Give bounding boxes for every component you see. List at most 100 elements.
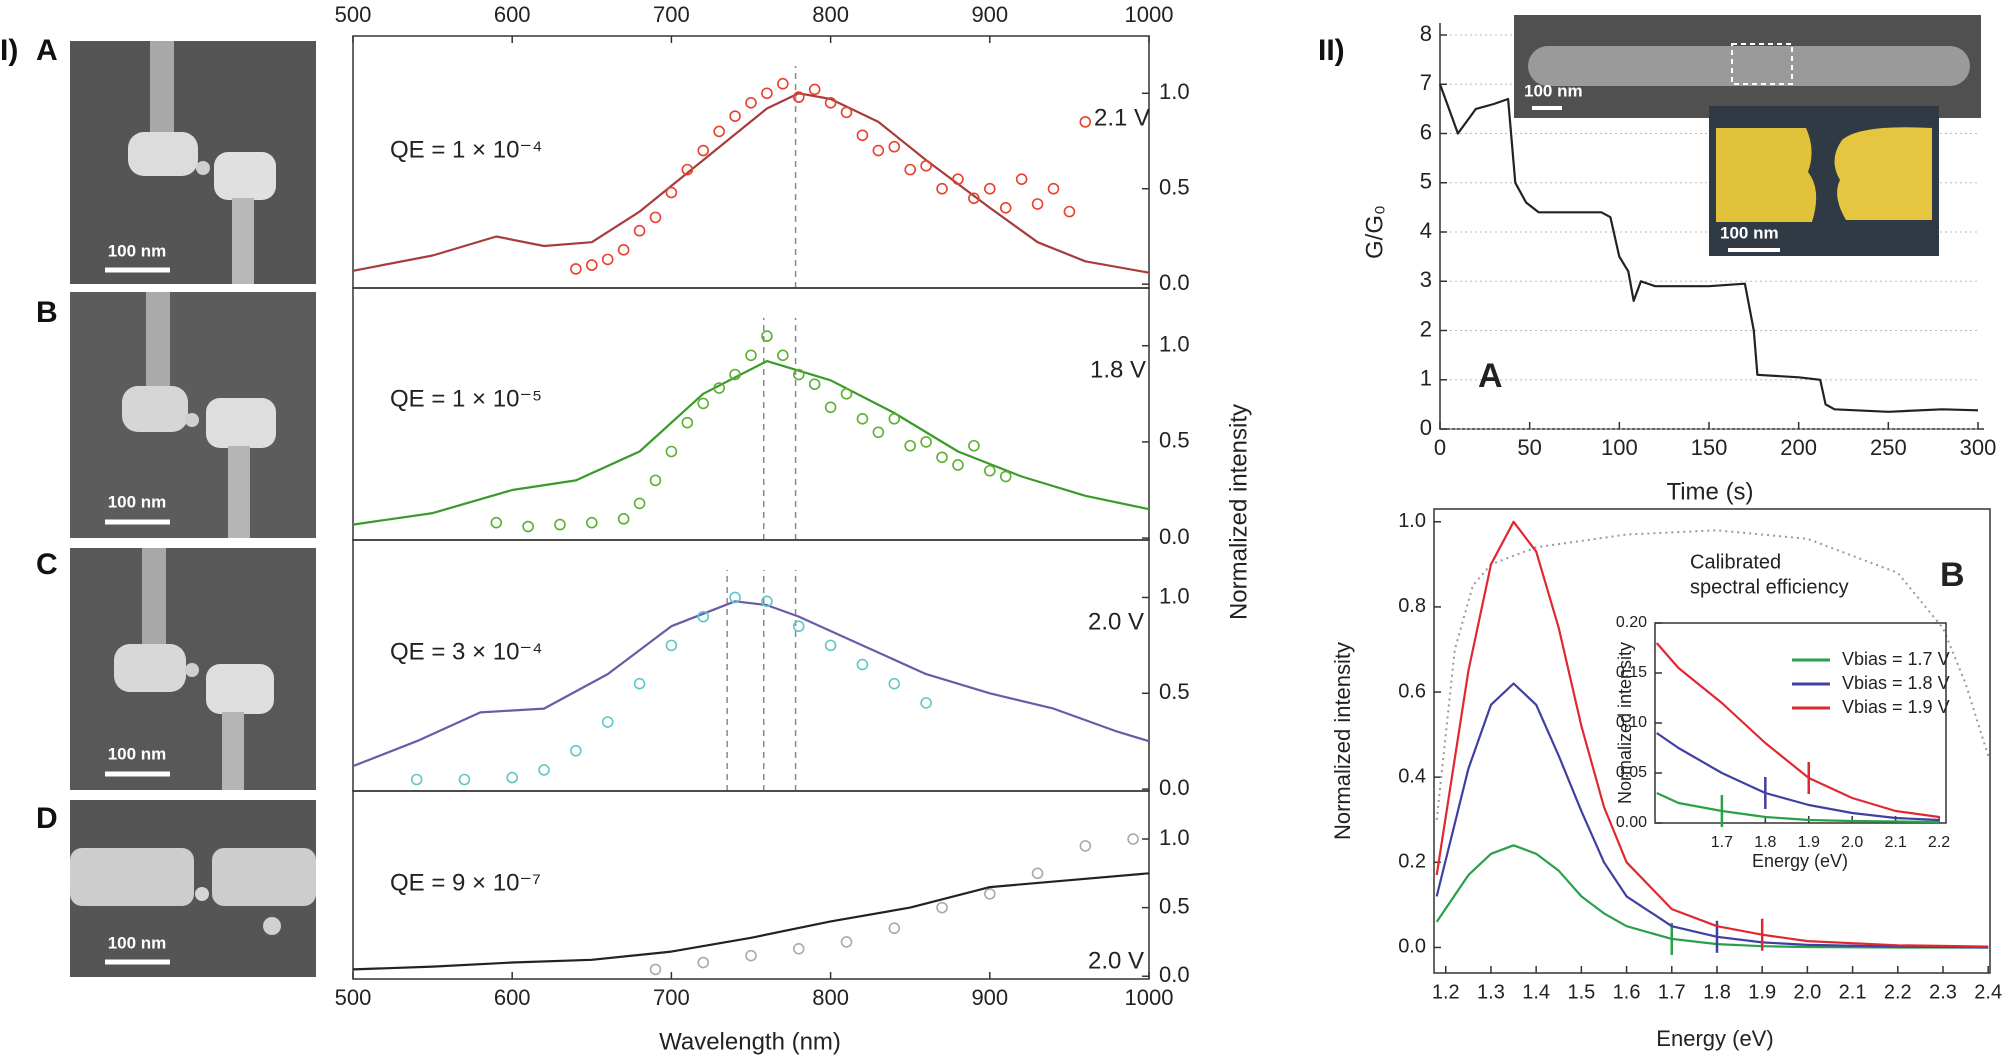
annotation: spectral efficiency: [1690, 576, 1849, 598]
data-point: [617, 513, 630, 525]
y-tick-label: 0.2: [1398, 851, 1426, 873]
x-axis-label: Time (s): [1666, 478, 1753, 505]
scale-bar-label: 100 nm: [108, 492, 167, 511]
x-tick-label: 1000: [1125, 985, 1174, 1010]
data-point: [538, 764, 550, 776]
y-axis-label: Normalized intensity: [1225, 404, 1252, 620]
data-point: [1031, 198, 1044, 210]
annotation: B: [1940, 556, 1965, 594]
data-point: [633, 677, 646, 690]
x-tick-label: 700: [653, 985, 690, 1010]
data-point: [1015, 173, 1028, 185]
data-point: [792, 368, 805, 381]
data-point: [617, 244, 630, 256]
x-tick-label: 150: [1691, 435, 1728, 460]
data-point: [952, 459, 964, 471]
data-point: [713, 125, 725, 138]
x-tick-label: 500: [335, 985, 372, 1010]
data-point: [824, 97, 837, 109]
row-label: B: [36, 296, 58, 329]
data-point: [872, 426, 885, 439]
x-tick-label: 2.2: [1928, 834, 1950, 851]
data-point: [1079, 116, 1092, 128]
data-point: [1031, 867, 1044, 880]
y-tick-label: 0.8: [1398, 595, 1426, 617]
y-tick-label: 8: [1420, 21, 1432, 46]
y-tick-label: 0.10: [1616, 714, 1647, 731]
series-line: [1435, 529, 1990, 820]
x-tick-label: 1.2: [1432, 981, 1460, 1003]
y-axis-label: Normalized intensity: [1330, 642, 1355, 840]
legend-label: Vbias = 1.7 V: [1842, 649, 1950, 669]
sem-image: 100 nm: [70, 41, 316, 284]
data-point: [410, 773, 423, 786]
y-tick-label: 0.0: [1398, 936, 1426, 958]
y-tick-label: 0.5: [1159, 175, 1190, 200]
data-point: [872, 144, 885, 157]
data-point: [1127, 833, 1139, 845]
x-tick-label: 800: [812, 2, 849, 27]
x-tick-label: 2.0: [1841, 834, 1863, 851]
y-tick-label: 4: [1420, 218, 1432, 243]
series-line: [352, 600, 1150, 768]
y-tick-label: 1.0: [1398, 510, 1426, 532]
series-line: [1438, 83, 1979, 413]
data-point: [649, 211, 662, 224]
y-tick-label: 0.4: [1398, 765, 1426, 787]
data-point: [729, 368, 741, 381]
colorized-image: 100 nm: [1709, 106, 1939, 256]
y-tick-label: 0.0: [1159, 775, 1190, 800]
data-point: [697, 956, 710, 969]
annotation: QE = 3 × 10⁻⁴: [390, 638, 542, 665]
data-point: [983, 464, 996, 477]
data-point: [888, 413, 901, 425]
data-point: [968, 439, 980, 452]
y-tick-label: 1: [1420, 366, 1432, 391]
data-point: [792, 620, 805, 633]
x-tick-label: 200: [1780, 435, 1817, 460]
data-point: [792, 943, 805, 955]
data-point: [999, 202, 1012, 214]
annotation: QE = 1 × 10⁻⁵: [390, 385, 542, 412]
data-point: [888, 140, 901, 153]
y-tick-label: 0.15: [1616, 664, 1647, 681]
data-point: [1063, 205, 1076, 218]
sem-image: 100 nm: [70, 292, 316, 538]
data-point: [649, 474, 662, 487]
x-axis-label: Energy (eV): [1752, 851, 1848, 871]
x-tick-label: 1.7: [1711, 834, 1733, 851]
scale-bar-label: 100 nm: [108, 933, 167, 952]
x-tick-label: 1.6: [1613, 981, 1641, 1003]
y-tick-label: 5: [1420, 169, 1432, 194]
series-line: [352, 92, 1150, 274]
sem-image: 100 nm: [70, 800, 316, 977]
data-point: [888, 677, 901, 690]
data-point: [761, 330, 773, 342]
data-point: [936, 182, 948, 195]
series-line: [1655, 642, 1940, 819]
data-point: [840, 936, 853, 948]
y-tick-label: 0: [1420, 415, 1432, 440]
y-tick-label: 1.0: [1159, 79, 1190, 104]
data-point: [697, 144, 710, 157]
data-point: [554, 518, 566, 531]
series-line: [352, 360, 1150, 526]
plot-frame: [352, 790, 1150, 980]
data-point: [824, 639, 837, 652]
data-point: [761, 87, 773, 100]
data-point: [729, 591, 741, 604]
annotation: 1.8 V: [1090, 356, 1146, 383]
data-point: [665, 186, 678, 199]
data-point: [808, 378, 821, 390]
x-tick-label: 700: [653, 2, 690, 27]
y-tick-label: 1.0: [1159, 332, 1190, 357]
x-tick-label: 1.7: [1658, 981, 1686, 1003]
data-point: [856, 129, 869, 142]
data-point: [888, 922, 901, 935]
x-tick-label: 800: [812, 985, 849, 1010]
x-tick-label: 1.5: [1567, 981, 1595, 1003]
x-tick-label: 1.9: [1748, 981, 1776, 1003]
data-point: [808, 83, 821, 96]
